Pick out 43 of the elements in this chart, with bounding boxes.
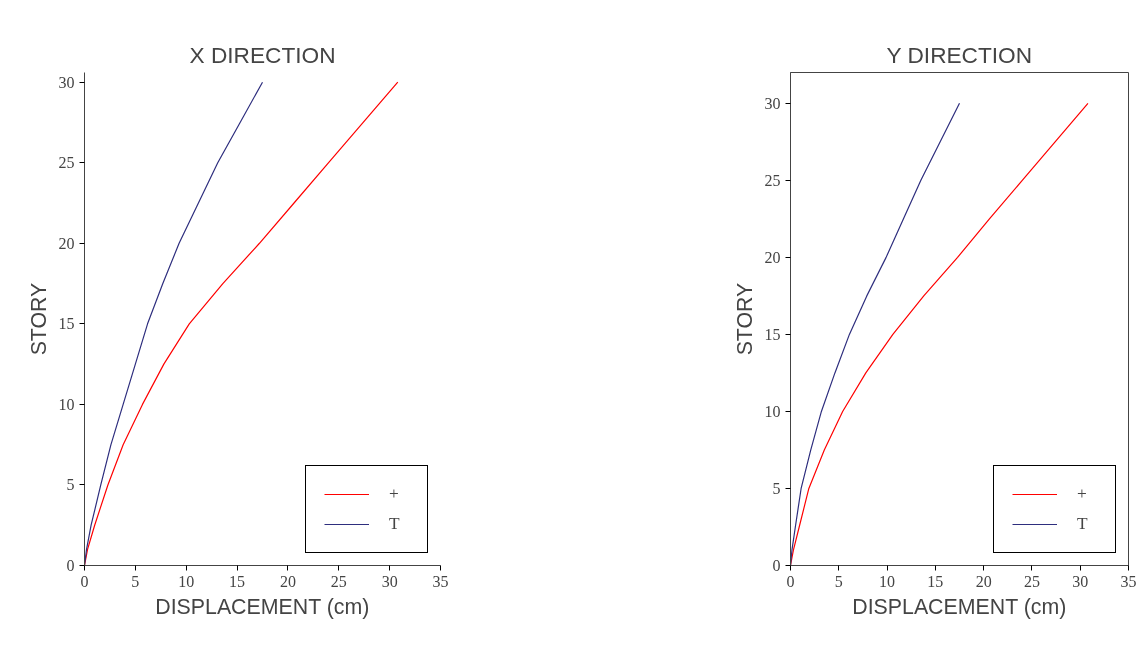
- y-tick-label: 5: [66, 476, 75, 494]
- chart-title: X DIRECTION: [189, 41, 336, 68]
- legend-label: +: [389, 484, 400, 504]
- legend-label: +: [1077, 484, 1088, 504]
- y-tick-label: 15: [58, 315, 75, 333]
- x-axis-title: DISPLACEMENT (cm): [155, 594, 370, 619]
- chart-title: Y DIRECTION: [886, 41, 1033, 68]
- y-axis-title: STORY: [732, 282, 757, 356]
- x-tick-label: 35: [432, 572, 449, 590]
- y-tick-label: 10: [764, 402, 781, 420]
- x-tick-label: 0: [786, 572, 795, 590]
- x-tick-label: 5: [131, 572, 140, 590]
- x-tick-label: 10: [178, 572, 195, 590]
- y-tick-label: 10: [58, 395, 75, 413]
- y-axis-title: STORY: [26, 282, 51, 356]
- x-tick-label: 30: [1072, 572, 1089, 590]
- y-tick-label: 5: [772, 479, 781, 497]
- y-tick-label: 30: [764, 94, 781, 112]
- x-tick-label: 0: [80, 572, 89, 590]
- x-tick-label: 20: [975, 572, 992, 590]
- line-series: [84, 81, 399, 566]
- y-tick-label: 0: [772, 557, 781, 574]
- y-tick-label: 15: [764, 325, 781, 343]
- x-tick-label: 25: [1023, 572, 1040, 590]
- line-series: [84, 81, 264, 566]
- y-tick-label: 0: [66, 557, 75, 574]
- x-tick-label: 15: [229, 572, 246, 590]
- y-tick-label: 30: [58, 73, 75, 91]
- y-tick-label: 20: [764, 248, 781, 266]
- y-tick-label: 25: [58, 154, 75, 172]
- x-tick-label: 20: [279, 572, 296, 590]
- x-tick-label: 35: [1120, 572, 1137, 590]
- x-tick-label: 30: [381, 572, 398, 590]
- x-tick-label: 15: [927, 572, 944, 590]
- x-tick-label: 25: [330, 572, 347, 590]
- legend-label: T: [1077, 514, 1089, 534]
- legend-label: T: [389, 514, 401, 534]
- x-tick-label: 10: [879, 572, 896, 590]
- y-tick-label: 20: [58, 234, 75, 252]
- y-tick-label: 25: [764, 171, 781, 189]
- x-tick-label: 5: [834, 572, 843, 590]
- line-series: [790, 102, 1089, 566]
- x-axis-title: DISPLACEMENT (cm): [852, 594, 1067, 619]
